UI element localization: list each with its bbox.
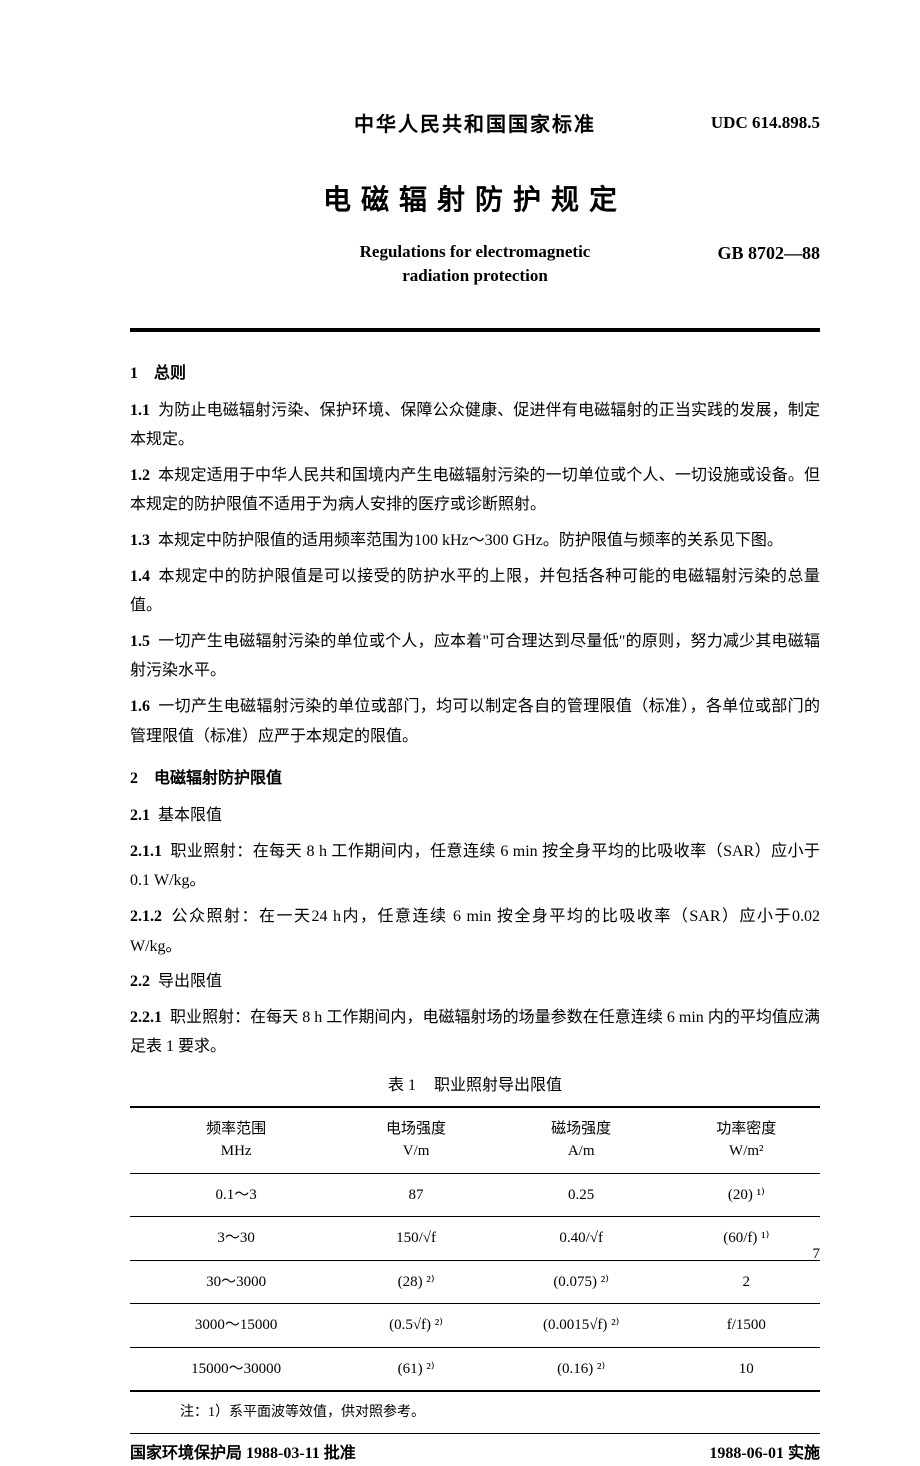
para-text: 本规定适用于中华人民共和国境内产生电磁辐射污染的一切单位或个人、一切设施或设备。… <box>130 467 820 514</box>
col-power: 功率密度W/m² <box>673 1107 820 1174</box>
para-2-2-1: 2.2.1职业照射：在每天 8 h 工作期间内，电磁辐射场的场量参数在任意连续 … <box>130 1003 820 1062</box>
para-text: 本规定中防护限值的适用频率范围为100 kHz～300 GHz。防护限值与频率的… <box>158 532 783 549</box>
cell-freq: 3000～15000 <box>130 1304 342 1348</box>
cell-h: 0.25 <box>490 1173 673 1217</box>
para-text: 一切产生电磁辐射污染的单位或部门，均可以制定各自的管理限值（标准），各单位或部门… <box>130 698 820 745</box>
table-row: 30～3000 (28) ²⁾ (0.075) ²⁾ 2 <box>130 1260 820 1304</box>
para-text: 职业照射：在每天 8 h 工作期间内，电磁辐射场的场量参数在任意连续 6 min… <box>130 1009 820 1056</box>
footer-rule <box>130 1433 820 1434</box>
table-header-row: 频率范围MHz 电场强度V/m 磁场强度A/m 功率密度W/m² <box>130 1107 820 1174</box>
para-1-2: 1.2本规定适用于中华人民共和国境内产生电磁辐射污染的一切单位或个人、一切设施或… <box>130 461 820 520</box>
limits-table: 频率范围MHz 电场强度V/m 磁场强度A/m 功率密度W/m² 0.1～3 8… <box>130 1106 820 1393</box>
para-text: 职业照射：在每天 8 h 工作期间内，任意连续 6 min 按全身平均的比吸收率… <box>130 843 820 890</box>
col-hfield: 磁场强度A/m <box>490 1107 673 1174</box>
doc-title-cn: 电磁辐射防护规定 <box>130 180 820 222</box>
cell-h: (0.16) ²⁾ <box>490 1347 673 1391</box>
cell-e: (28) ²⁾ <box>342 1260 489 1304</box>
effective-text: 1988-06-01 实施 <box>709 1442 820 1466</box>
para-2-2: 2.2 导出限值 <box>130 967 820 997</box>
cell-e: 150/√f <box>342 1217 489 1261</box>
cell-h: (0.0015√f) ²⁾ <box>490 1304 673 1348</box>
cell-e: (61) ²⁾ <box>342 1347 489 1391</box>
cell-e: 87 <box>342 1173 489 1217</box>
cell-h: 0.40/√f <box>490 1217 673 1261</box>
col-freq: 频率范围MHz <box>130 1107 342 1174</box>
para-num: 1.3 <box>130 532 150 549</box>
para-1-4: 1.4本规定中的防护限值是可以接受的防护水平的上限，并包括各种可能的电磁辐射污染… <box>130 562 820 621</box>
table-row: 0.1～3 87 0.25 (20) ¹⁾ <box>130 1173 820 1217</box>
page-number: 7 <box>813 1243 821 1266</box>
para-text: 基本限值 <box>158 807 222 824</box>
cell-p: 2 <box>673 1260 820 1304</box>
para-1-6: 1.6一切产生电磁辐射污染的单位或部门，均可以制定各自的管理限值（标准），各单位… <box>130 692 820 751</box>
para-text: 本规定中的防护限值是可以接受的防护水平的上限，并包括各种可能的电磁辐射污染的总量… <box>130 568 820 615</box>
table-row: 3～30 150/√f 0.40/√f (60/f) ¹⁾ <box>130 1217 820 1261</box>
para-num: 2.1 <box>130 807 150 824</box>
para-text: 一切产生电磁辐射污染的单位或个人，应本着"可合理达到尽量低"的原则，努力减少其电… <box>130 633 820 680</box>
para-num: 1.1 <box>130 402 150 419</box>
para-text: 导出限值 <box>158 973 222 990</box>
title-en-line1: Regulations for electromagnetic <box>360 242 591 261</box>
section-2-heading: 2 电磁辐射防护限值 <box>130 767 820 791</box>
para-num: 1.6 <box>130 698 150 715</box>
cell-freq: 15000～30000 <box>130 1347 342 1391</box>
table-note: 注：1）系平面波等效值，供对照参考。 <box>180 1402 820 1423</box>
footer-block: 国家环境保护局 1988-03-11 批准 1988-06-01 实施 <box>130 1442 820 1466</box>
para-num: 2.1.2 <box>130 908 162 925</box>
para-num: 2.2.1 <box>130 1009 162 1026</box>
cell-freq: 0.1～3 <box>130 1173 342 1217</box>
cell-h: (0.075) ²⁾ <box>490 1260 673 1304</box>
table-label: 表 1 <box>388 1077 416 1094</box>
gb-code: GB 8702—88 <box>717 240 820 267</box>
udc-code: UDC 614.898.5 <box>711 110 820 136</box>
table-row: 3000～15000 (0.5√f) ²⁾ (0.0015√f) ²⁾ f/15… <box>130 1304 820 1348</box>
para-1-1: 1.1为防止电磁辐射污染、保护环境、保障公众健康、促进伴有电磁辐射的正当实践的发… <box>130 396 820 455</box>
col-efield: 电场强度V/m <box>342 1107 489 1174</box>
table-row: 15000～30000 (61) ²⁾ (0.16) ²⁾ 10 <box>130 1347 820 1391</box>
para-1-5: 1.5一切产生电磁辐射污染的单位或个人，应本着"可合理达到尽量低"的原则，努力减… <box>130 627 820 686</box>
approval-text: 国家环境保护局 1988-03-11 批准 <box>130 1445 356 1462</box>
section-1-heading: 1 总则 <box>130 362 820 386</box>
cell-p: 10 <box>673 1347 820 1391</box>
para-num: 2.2 <box>130 973 150 990</box>
header-block: 中华人民共和国国家标准 UDC 614.898.5 <box>130 110 820 140</box>
para-text: 为防止电磁辐射污染、保护环境、保障公众健康、促进伴有电磁辐射的正当实践的发展，制… <box>130 402 820 449</box>
para-num: 2.1.1 <box>130 843 162 860</box>
header-rule <box>130 328 820 332</box>
para-num: 1.4 <box>130 568 150 585</box>
para-2-1-1: 2.1.1职业照射：在每天 8 h 工作期间内，任意连续 6 min 按全身平均… <box>130 837 820 896</box>
table-caption: 表 1 职业照射导出限值 <box>130 1074 820 1098</box>
cell-e: (0.5√f) ²⁾ <box>342 1304 489 1348</box>
para-2-1-2: 2.1.2公众照射：在一天24 h内，任意连续 6 min 按全身平均的比吸收率… <box>130 902 820 961</box>
title-en-line2: radiation protection <box>402 266 548 285</box>
cell-p: (60/f) ¹⁾ <box>673 1217 820 1261</box>
cell-p: (20) ¹⁾ <box>673 1173 820 1217</box>
title-row: 电磁辐射防护规定 GB 8702—88 <box>130 180 820 222</box>
table-title: 职业照射导出限值 <box>434 1077 562 1094</box>
cell-freq: 3～30 <box>130 1217 342 1261</box>
para-num: 1.5 <box>130 633 150 650</box>
cell-p: f/1500 <box>673 1304 820 1348</box>
para-text: 公众照射：在一天24 h内，任意连续 6 min 按全身平均的比吸收率（SAR）… <box>130 908 820 955</box>
para-2-1: 2.1 基本限值 <box>130 801 820 831</box>
para-1-3: 1.3 本规定中防护限值的适用频率范围为100 kHz～300 GHz。防护限值与… <box>130 526 820 556</box>
para-num: 1.2 <box>130 467 150 484</box>
cell-freq: 30～3000 <box>130 1260 342 1304</box>
